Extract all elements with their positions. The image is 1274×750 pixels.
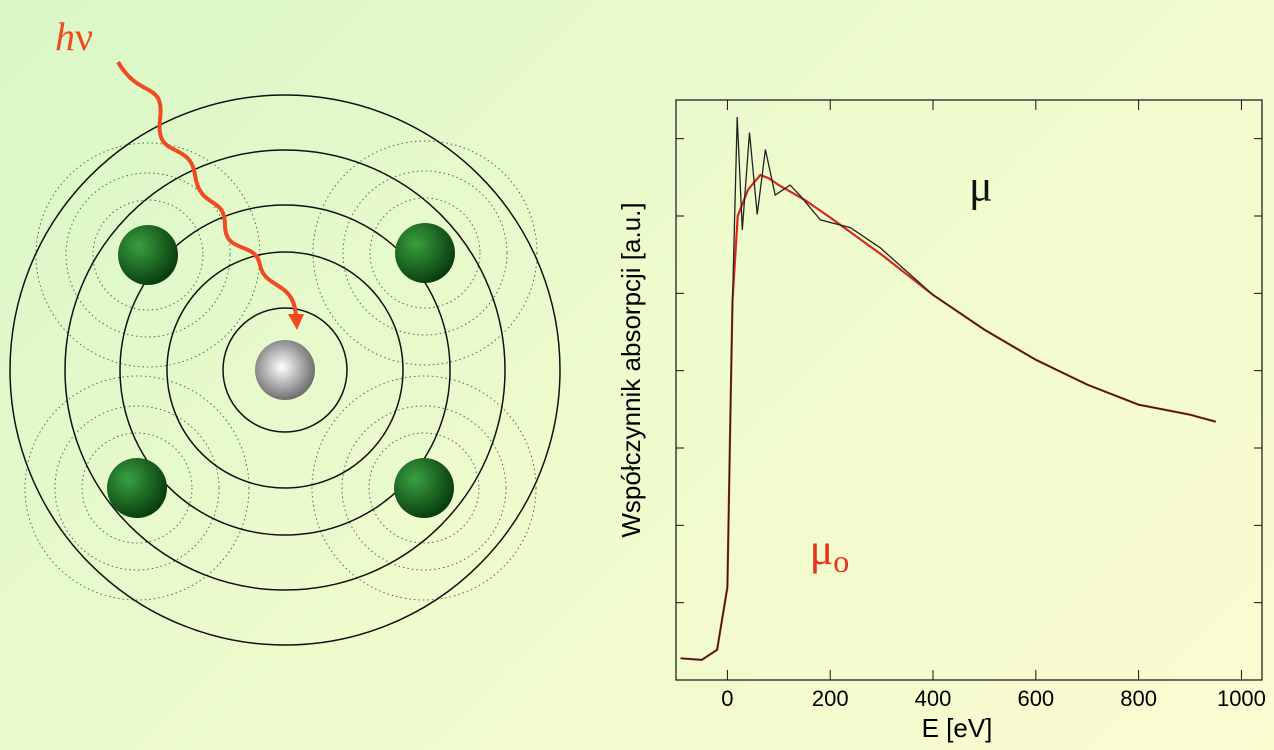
photon-label: hν [55, 14, 93, 59]
curve-label-symbol: μ [969, 162, 993, 211]
y-axis-label: Współczynnik absorpcji [a.u.] [616, 202, 646, 537]
series-line [680, 116, 1216, 661]
x-tick-label: 0 [721, 686, 733, 711]
photon-label-h: h [55, 14, 75, 59]
x-tick-label: 200 [812, 686, 849, 711]
x-tick-label: 800 [1120, 686, 1157, 711]
x-tick-label: 1000 [1217, 686, 1266, 711]
photon-label-nu: ν [75, 14, 93, 59]
curve-label: μ [969, 162, 993, 211]
curve-label: μo [810, 525, 850, 579]
curve-label-subscript: o [833, 543, 849, 579]
x-tick-label: 400 [915, 686, 952, 711]
series-line [680, 173, 1216, 662]
x-tick-label: 600 [1017, 686, 1054, 711]
plot-frame [675, 99, 1263, 681]
curve-label-symbol: μ [810, 525, 834, 574]
x-axis-label: E [eV] [922, 713, 993, 743]
atom-diagram [9, 60, 561, 646]
